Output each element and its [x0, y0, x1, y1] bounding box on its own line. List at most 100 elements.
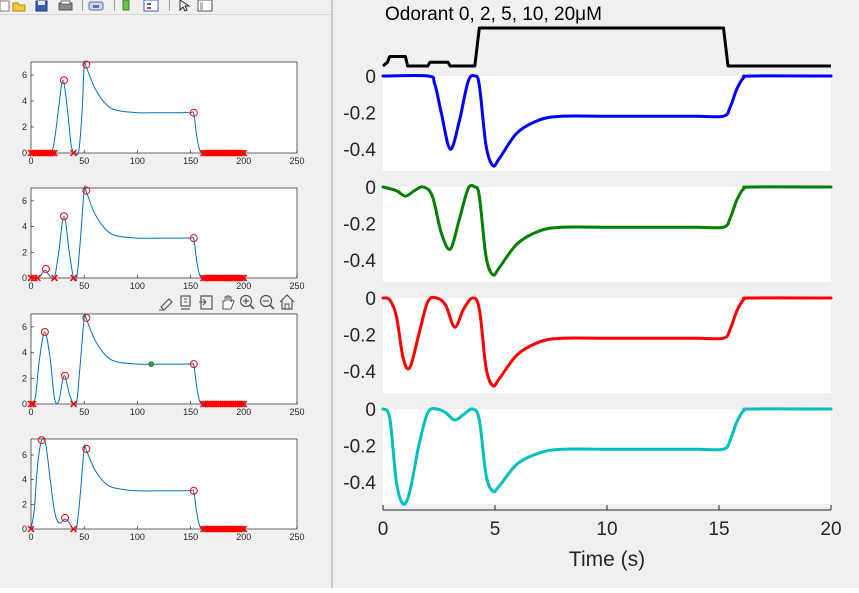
window-divider: [331, 0, 333, 588]
left-axes-1: 0 50 100 150 200 250 0 2 4 6: [22, 60, 305, 166]
x-tick-label: 0: [28, 281, 33, 291]
property-inspector-icon[interactable]: [197, 0, 213, 12]
peak-marker: [37, 436, 46, 445]
axes-background: [383, 409, 831, 504]
x-tick-label: 100: [130, 532, 145, 542]
y-tick-label: 4: [22, 96, 27, 106]
y-tick-label: 0: [22, 273, 27, 283]
axes-frame: [30, 313, 298, 405]
signal-line: [30, 60, 244, 156]
separator: [82, 0, 83, 11]
y-tick-label: -0.4: [343, 140, 376, 161]
y-tick-label: -0.2: [343, 326, 376, 347]
pan-icon[interactable]: [222, 295, 235, 310]
trough-marker: [240, 525, 248, 533]
peak-marker: [59, 76, 68, 85]
trough-marker: [238, 274, 246, 282]
x-tick-label: 50: [79, 407, 89, 417]
x-tick-label: 15: [708, 519, 729, 540]
zoom-out-icon[interactable]: [259, 294, 275, 310]
y-tick-label: 6: [22, 322, 27, 332]
axes-toolbar: [157, 292, 297, 312]
pointer-icon[interactable]: [179, 0, 191, 12]
right-plots: Odorant 0, 2, 5, 10, 20μM 0 -0.2 -0.4 0 -0.2 -…: [343, 4, 841, 571]
left-axes-3: 0 50 100 150 200 250 0 2 4 6: [22, 313, 305, 417]
peak-marker: [82, 60, 91, 69]
axes-background: [383, 187, 831, 282]
response-line: [381, 295, 833, 388]
trough-marker: [240, 274, 248, 282]
open-file-icon[interactable]: [12, 2, 26, 12]
export-icon[interactable]: [199, 295, 213, 310]
left-figure-window: 0 50 100 150 200 250 0 2 4 6 0 50 100 150 200 250 0 2 4 6 0 5…: [0, 0, 331, 588]
x-tick-label: 150: [183, 532, 198, 542]
y-tick-label: 2: [22, 499, 27, 509]
peak-marker: [189, 360, 198, 369]
stimulus-line: [382, 26, 831, 68]
y-tick-label: 0: [365, 67, 376, 88]
axes-toolbar-icons: [159, 294, 295, 311]
trough-marker: [33, 274, 41, 282]
x-tick-label: 10: [596, 519, 617, 540]
link-icon[interactable]: [88, 1, 104, 11]
right-figure-window: Odorant 0, 2, 5, 10, 20μM 0 -0.2 -0.4 0 -0.2 -…: [333, 0, 859, 588]
home-icon[interactable]: [279, 294, 295, 310]
left-axes-2: 0 50 100 150 200 250 0 2 4 6: [22, 185, 305, 291]
trough-marker: [27, 525, 35, 533]
y-tick-label: 6: [22, 450, 27, 460]
trough-marker: [48, 149, 56, 157]
trough-marker: [70, 274, 78, 282]
trough-marker: [238, 149, 246, 157]
y-tick-label: -0.4: [343, 473, 376, 494]
x-tick-label: 0: [378, 519, 389, 540]
data-tips-icon[interactable]: [180, 295, 191, 310]
x-tick-label: 150: [183, 156, 198, 166]
response-line: [381, 183, 833, 277]
insert-colorbar-icon[interactable]: [122, 0, 130, 11]
y-tick-label: 6: [22, 196, 27, 206]
axes-background: [383, 76, 831, 171]
separator: [114, 0, 115, 11]
left-axes-4: 0 50 100 150 200 250 0 2 4 6: [22, 436, 305, 542]
y-tick-label: 2: [22, 373, 27, 383]
trough-marker: [70, 400, 78, 408]
peak-marker: [61, 513, 70, 522]
zoom-in-icon[interactable]: [239, 294, 255, 310]
separator: [169, 0, 170, 11]
trough-marker: [238, 400, 246, 408]
trough-marker: [240, 400, 248, 408]
x-tick-label: 150: [183, 281, 198, 291]
brush-icon[interactable]: [159, 298, 173, 311]
save-icon[interactable]: [35, 0, 48, 12]
y-tick-label: -0.2: [343, 215, 376, 236]
stimulus-title: Odorant 0, 2, 5, 10, 20μM: [385, 4, 602, 25]
response-axes-1: 0 -0.2 -0.4: [343, 67, 833, 171]
y-tick-label: 2: [22, 122, 27, 132]
x-axis-label: Time (s): [569, 548, 645, 571]
y-tick-label: 0: [22, 524, 27, 534]
y-tick-label: -0.4: [343, 362, 376, 383]
trough-marker: [238, 525, 246, 533]
signal-line: [30, 313, 244, 406]
x-tick-label: 0: [28, 407, 33, 417]
x-tick-label: 20: [820, 519, 841, 540]
signal-line: [30, 437, 244, 531]
x-tick-label: 50: [79, 281, 89, 291]
x-tick-label: 100: [130, 407, 145, 417]
y-tick-label: -0.2: [343, 104, 376, 125]
y-tick-label: 2: [22, 247, 27, 257]
peak-marker: [41, 265, 50, 273]
y-tick-label: 6: [22, 70, 27, 80]
trough-marker: [70, 525, 78, 533]
y-tick-label: 0: [365, 400, 376, 421]
x-tick-label: 5: [490, 519, 501, 540]
insert-legend-icon[interactable]: [143, 0, 159, 12]
trough-marker: [70, 149, 78, 157]
print-icon[interactable]: [58, 0, 73, 11]
axes-frame: [30, 187, 298, 279]
new-figure-icon[interactable]: [0, 0, 10, 12]
peak-marker: [82, 313, 91, 322]
x-tick-label: 250: [289, 281, 304, 291]
trough-marker: [50, 149, 58, 157]
